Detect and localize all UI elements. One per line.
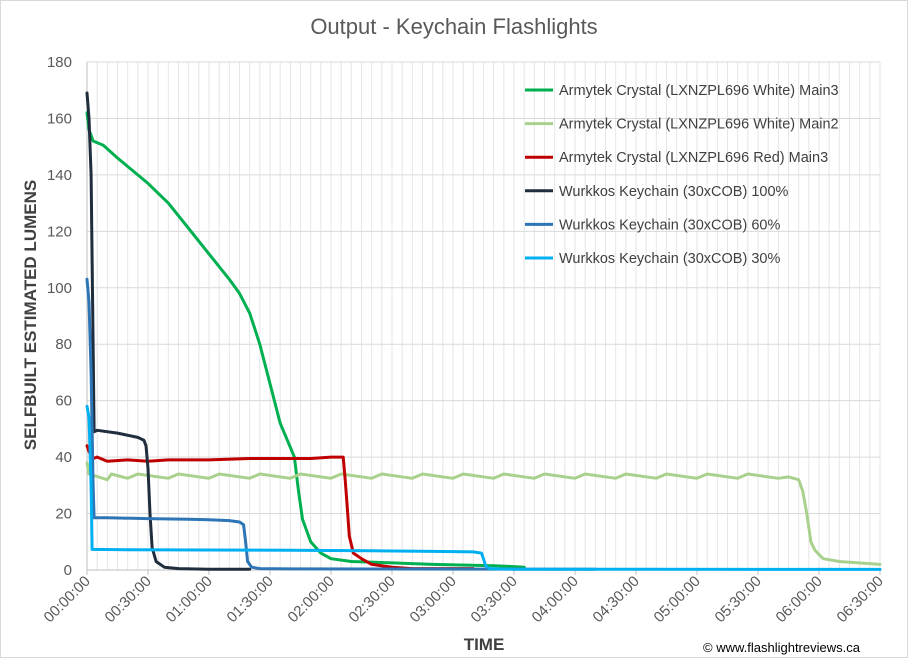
x-tick-label: 05:00:00 [651,573,704,626]
legend-item-label: Wurkkos Keychain (30xCOB) 60% [559,217,780,233]
x-tick-label: 04:30:00 [590,573,643,626]
y-tick-label: 40 [55,449,72,466]
y-tick-label: 0 [64,562,72,579]
y-tick-label: 140 [47,167,72,184]
x-tick-label: 06:00:00 [773,573,826,626]
legend-item-label: Armytek Crystal (LXNZPL696 Red) Main3 [559,150,828,166]
legend-item-label: Armytek Crystal (LXNZPL696 White) Main2 [559,117,839,133]
series-line-3 [85,444,475,571]
y-tick-label: 120 [47,223,72,240]
x-axis-title: TIME [464,635,505,654]
y-tick-label: 100 [47,280,72,297]
y-tick-label: 20 [55,506,72,523]
legend-item-label: Armytek Crystal (LXNZPL696 White) Main3 [559,83,839,99]
legend: Armytek Crystal (LXNZPL696 White) Main3 A… [525,83,839,267]
legend-item-label: Wurkkos Keychain (30xCOB) 100% [559,184,789,200]
x-tick-label: 00:00:00 [41,573,94,626]
x-tick-label: 04:00:00 [529,573,582,626]
chart-title: Output - Keychain Flashlights [310,14,597,39]
grid-lines [86,61,881,571]
x-tick-label: 02:00:00 [285,573,338,626]
x-tick-label: 03:00:00 [407,573,460,626]
series-line-5 [85,277,597,571]
x-tick-label: 01:00:00 [163,573,216,626]
x-tick-label: 01:30:00 [224,573,277,626]
series-line-6 [85,404,882,571]
y-tick-label: 80 [55,336,72,353]
y-tick-label: 60 [55,393,72,410]
credit-text: © www.flashlightreviews.ca [703,640,861,655]
y-axis-title: SELFBUILT ESTIMATED LUMENS [21,180,40,450]
x-tick-label: 06:30:00 [834,573,887,626]
x-tick-label: 02:30:00 [346,573,399,626]
x-tick-label: 03:30:00 [468,573,521,626]
series-line-4 [85,91,252,571]
x-tick-label: 05:30:00 [712,573,765,626]
x-tick-labels: 00:00:00 00:30:00 01:00:00 01:30:00 02:00:00… [41,573,887,626]
series-line-2 [85,461,882,566]
y-tick-label: 180 [47,54,72,71]
series-line-1 [85,111,526,569]
y-tick-label: 160 [47,110,72,127]
y-tick-labels: 0 20 40 60 80 100 120 140 160 180 [47,54,72,579]
x-tick-label: 00:30:00 [102,573,155,626]
series-lines [85,91,882,571]
legend-item-label: Wurkkos Keychain (30xCOB) 30% [559,251,780,267]
